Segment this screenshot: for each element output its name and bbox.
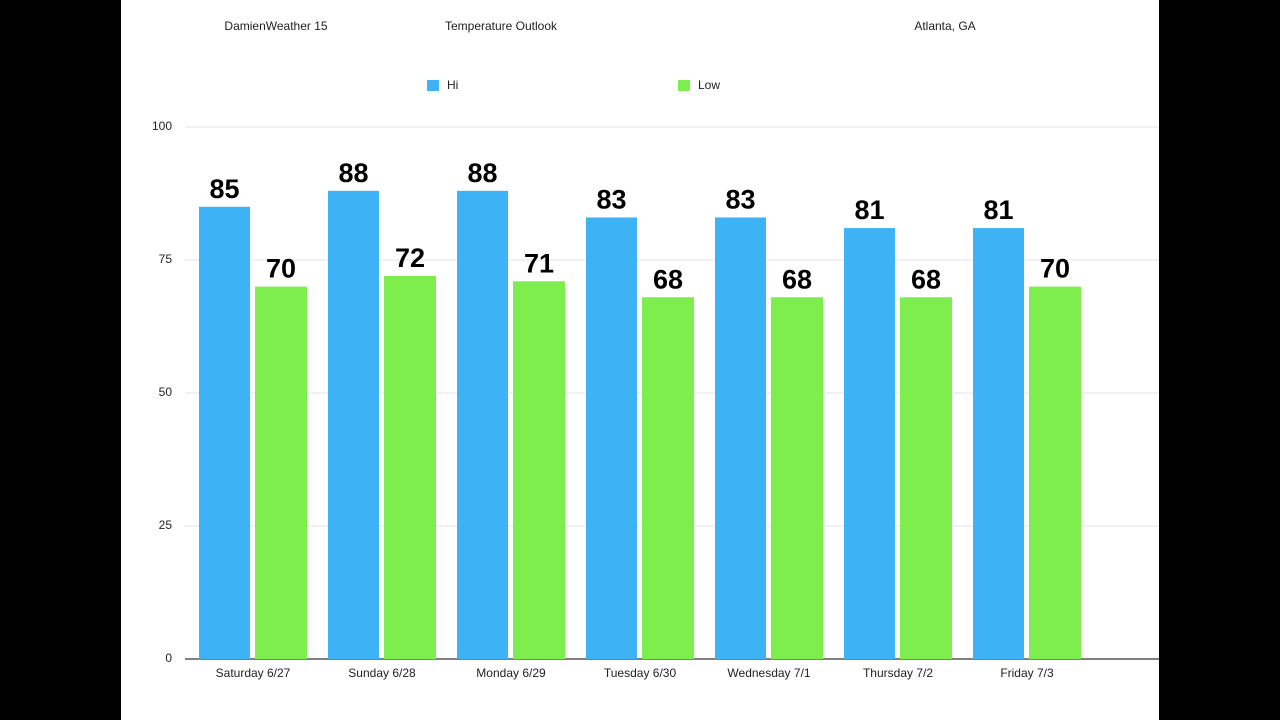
legend-swatch [427, 80, 439, 91]
bar [328, 190, 379, 659]
bar [771, 297, 823, 659]
x-tick-label: Sunday 6/28 [348, 666, 416, 680]
bar [900, 297, 952, 659]
x-tick-label: Thursday 7/2 [863, 666, 933, 680]
data-label: 81 [854, 195, 884, 225]
bar [384, 275, 436, 659]
bar [973, 228, 1024, 659]
y-tick-label: 25 [159, 518, 173, 532]
y-tick-label: 50 [159, 385, 173, 399]
bar [457, 190, 508, 659]
chart-title: Temperature Outlook [445, 19, 558, 33]
x-tick-label: Monday 6/29 [476, 666, 546, 680]
data-label: 81 [983, 195, 1013, 225]
location-label: Atlanta, GA [914, 19, 975, 33]
y-tick-label: 100 [152, 119, 172, 133]
data-label: 88 [467, 158, 497, 188]
data-label: 70 [1040, 254, 1070, 284]
legend-label: Low [698, 78, 720, 92]
bar [513, 281, 565, 659]
x-tick-label: Saturday 6/27 [216, 666, 291, 680]
source-label: DamienWeather 15 [224, 19, 327, 33]
data-label: 68 [911, 264, 941, 294]
data-label: 70 [266, 254, 296, 284]
data-label: 83 [725, 185, 755, 215]
bar [199, 206, 250, 660]
x-tick-label: Friday 7/3 [1000, 666, 1054, 680]
data-label: 71 [524, 248, 554, 278]
bar [255, 286, 307, 659]
data-label: 88 [338, 158, 368, 188]
bar [844, 228, 895, 659]
bar [715, 217, 766, 659]
legend-label: Hi [447, 78, 458, 92]
bar [1029, 286, 1081, 659]
data-label: 68 [782, 264, 812, 294]
bar [586, 217, 637, 659]
data-label: 72 [395, 243, 425, 273]
data-label: 85 [209, 174, 239, 204]
x-tick-label: Tuesday 6/30 [604, 666, 677, 680]
y-tick-label: 0 [165, 651, 172, 665]
legend-swatch [678, 80, 690, 91]
bar [642, 297, 694, 659]
y-tick-label: 75 [159, 252, 173, 266]
data-label: 83 [596, 185, 626, 215]
x-tick-label: Wednesday 7/1 [727, 666, 810, 680]
data-label: 68 [653, 264, 683, 294]
